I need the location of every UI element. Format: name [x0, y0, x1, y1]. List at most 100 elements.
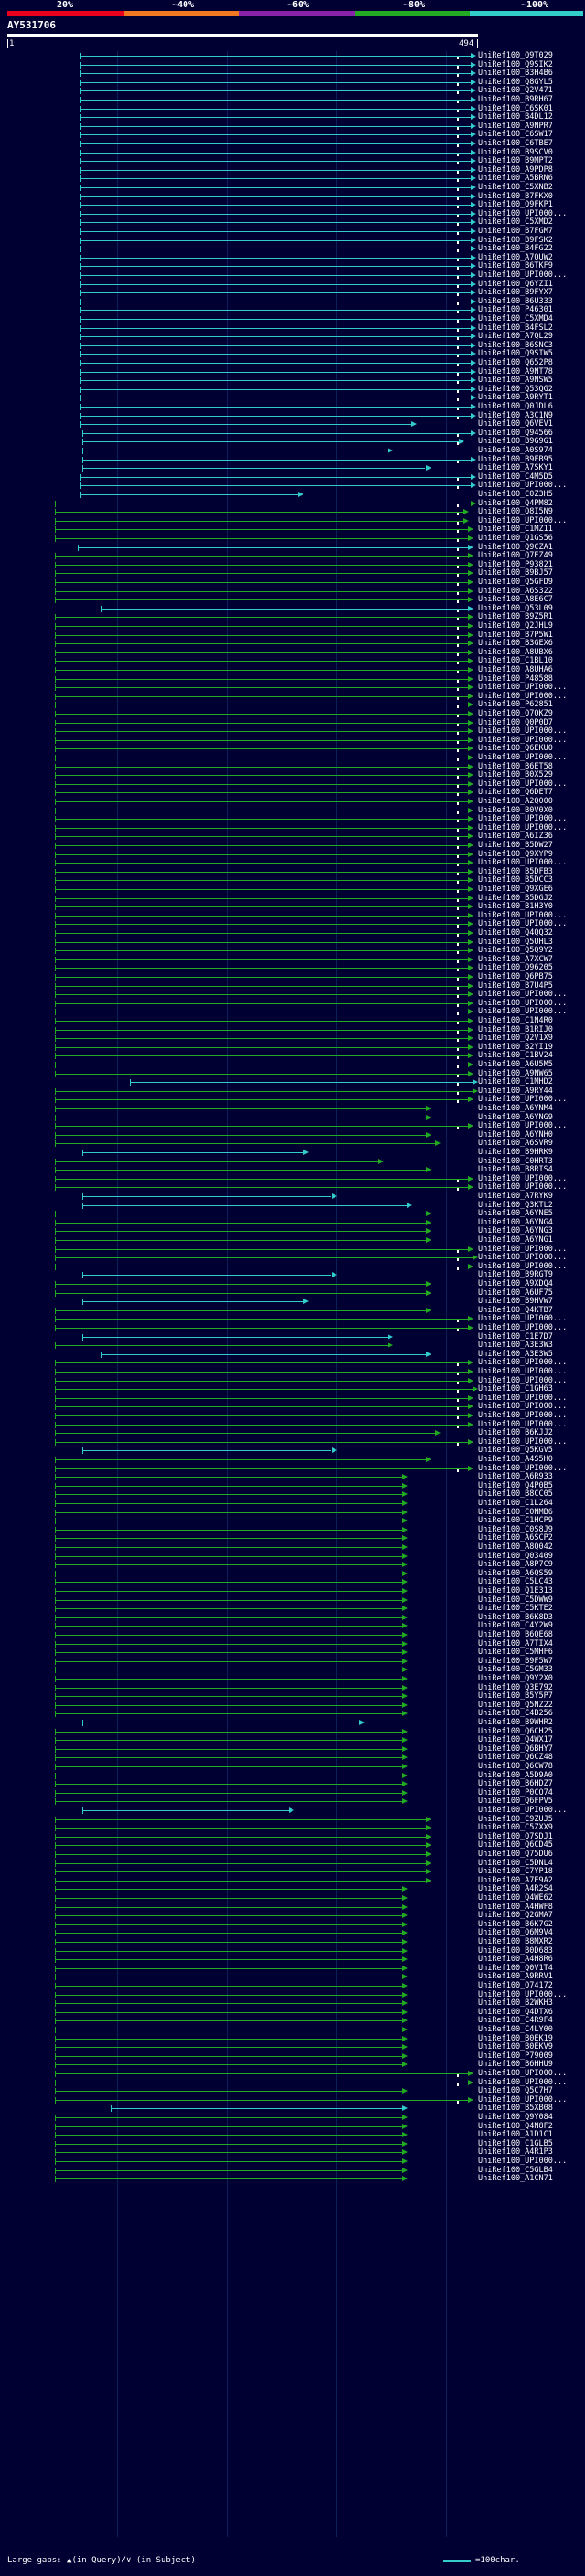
hit-name[interactable]: UniRef100_Q6FPV5	[478, 1797, 553, 1807]
hit-row[interactable]: UniRef100_B6SNC3	[0, 341, 585, 351]
hit-name[interactable]: UniRef100_Q4N8F2	[478, 2121, 553, 2131]
hit-row[interactable]: UniRef100_Q5C7H7	[0, 2086, 585, 2096]
hit-name[interactable]: UniRef100_A1D1C1	[478, 2130, 553, 2140]
hit-row[interactable]: UniRef100_A6YNG4	[0, 1218, 585, 1228]
hit-row[interactable]: UniRef100_UPI000...	[0, 814, 585, 824]
hit-name[interactable]: UniRef100_Q03409	[478, 1551, 553, 1561]
hit-name[interactable]: UniRef100_Q96205	[478, 963, 553, 973]
hit-name[interactable]: UniRef100_A6YNH0	[478, 1129, 553, 1140]
hit-name[interactable]: UniRef100_Q53L09	[478, 603, 553, 613]
hit-row[interactable]: UniRef100_B1RIJ0	[0, 1025, 585, 1035]
hit-name[interactable]: UniRef100_A7QL29	[478, 332, 553, 342]
hit-row[interactable]: UniRef100_B7FGM7	[0, 227, 585, 237]
hit-row[interactable]: UniRef100_C5MHF6	[0, 1648, 585, 1658]
hit-row[interactable]: UniRef100_UPI000...	[0, 1007, 585, 1017]
hit-name[interactable]: UniRef100_B4FSL2	[478, 323, 553, 333]
hit-row[interactable]: UniRef100_P93821	[0, 560, 585, 570]
hit-name[interactable]: UniRef100_UPI000...	[478, 1411, 568, 1420]
hit-name[interactable]: UniRef100_C5ZXX9	[478, 1823, 553, 1833]
hit-name[interactable]: UniRef100_B9FYX7	[478, 288, 553, 298]
hit-row[interactable]: UniRef100_B9RH67	[0, 95, 585, 105]
hit-name[interactable]: UniRef100_Q9Y2X0	[478, 1674, 553, 1683]
hit-row[interactable]: UniRef100_Q6CW78	[0, 1762, 585, 1772]
hit-name[interactable]: UniRef100_C9ZUJ5	[478, 1814, 553, 1824]
hit-row[interactable]: UniRef100_UPI000...	[0, 990, 585, 1000]
hit-row[interactable]: UniRef100_Q0JDL6	[0, 402, 585, 412]
hit-name[interactable]: UniRef100_Q5C7H7	[478, 2086, 553, 2096]
hit-name[interactable]: UniRef100_C1N4R0	[478, 1016, 553, 1025]
hit-row[interactable]: UniRef100_A6YNH0	[0, 1130, 585, 1140]
hit-name[interactable]: UniRef100_UPI000...	[478, 515, 568, 525]
hit-row[interactable]: UniRef100_Q94566	[0, 429, 585, 439]
hit-name[interactable]: UniRef100_Q6PB75	[478, 972, 553, 981]
hit-name[interactable]: UniRef100_B6TKF9	[478, 261, 553, 271]
hit-name[interactable]: UniRef100_A0S974	[478, 446, 553, 455]
hit-row[interactable]: UniRef100_Q4PM82	[0, 499, 585, 509]
hit-name[interactable]: UniRef100_B0X529	[478, 770, 553, 780]
hit-row[interactable]: UniRef100_B5XB08	[0, 2104, 585, 2114]
hit-name[interactable]: UniRef100_B5DW27	[478, 841, 553, 850]
hit-name[interactable]: UniRef100_B7FGM7	[478, 227, 553, 236]
hit-row[interactable]: UniRef100_A7TIX4	[0, 1639, 585, 1649]
hit-name[interactable]: UniRef100_P46301	[478, 305, 553, 315]
hit-name[interactable]: UniRef100_UPI000...	[478, 208, 568, 218]
hit-name[interactable]: UniRef100_Q7SDJ1	[478, 1831, 553, 1841]
hit-row[interactable]: UniRef100_A2Q000	[0, 797, 585, 807]
hit-name[interactable]: UniRef100_UPI000...	[478, 1323, 568, 1332]
hit-name[interactable]: UniRef100_B9FSK2	[478, 235, 553, 245]
hit-name[interactable]: UniRef100_B1H3Y0	[478, 902, 553, 912]
hit-row[interactable]: UniRef100_UPI000...	[0, 1245, 585, 1255]
hit-row[interactable]: UniRef100_Q6VEV1	[0, 419, 585, 429]
hit-name[interactable]: UniRef100_C0NMB6	[478, 1507, 553, 1517]
hit-name[interactable]: UniRef100_B2YI19	[478, 1042, 553, 1052]
hit-row[interactable]: UniRef100_C1MHD2	[0, 1077, 585, 1087]
hit-name[interactable]: UniRef100_Q4P0B5	[478, 1480, 553, 1490]
hit-name[interactable]: UniRef100_UPI000...	[478, 1367, 568, 1376]
hit-name[interactable]: UniRef100_B8RIS4	[478, 1165, 553, 1175]
hit-row[interactable]: UniRef100_UPI000...	[0, 911, 585, 921]
hit-name[interactable]: UniRef100_C1HCP9	[478, 1516, 553, 1526]
hit-row[interactable]: UniRef100_C5XMD2	[0, 217, 585, 228]
hit-name[interactable]: UniRef100_B5DFB3	[478, 866, 553, 876]
hit-name[interactable]: UniRef100_Q6VEV1	[478, 419, 553, 429]
hit-name[interactable]: UniRef100_B9Z5R1	[478, 612, 553, 622]
hit-row[interactable]: UniRef100_A6SVR9	[0, 1139, 585, 1149]
hit-name[interactable]: UniRef100_UPI000...	[478, 683, 568, 693]
hit-name[interactable]: UniRef100_P93821	[478, 559, 553, 569]
hit-row[interactable]: UniRef100_C5GM33	[0, 1665, 585, 1675]
hit-row[interactable]: UniRef100_UPI000...	[0, 481, 585, 491]
hit-name[interactable]: UniRef100_B5DGJ2	[478, 893, 553, 903]
hit-row[interactable]: UniRef100_C4R9F4	[0, 2016, 585, 2026]
hit-row[interactable]: UniRef100_A6YNG9	[0, 1113, 585, 1123]
hit-name[interactable]: UniRef100_A9RY44	[478, 1086, 553, 1096]
hit-row[interactable]: UniRef100_UPI000...	[0, 1394, 585, 1404]
hit-row[interactable]: UniRef100_Q6M9V4	[0, 1928, 585, 1938]
hit-row[interactable]: UniRef100_B1H3Y0	[0, 902, 585, 912]
hit-name[interactable]: UniRef100_P62851	[478, 700, 553, 710]
hit-name[interactable]: UniRef100_B5XB08	[478, 2104, 553, 2114]
hit-name[interactable]: UniRef100_A3E3W5	[478, 1349, 553, 1359]
hit-row[interactable]: UniRef100_B6HDZ7	[0, 1779, 585, 1789]
hit-name[interactable]: UniRef100_B7U4P5	[478, 981, 553, 991]
hit-row[interactable]: UniRef100_Q4WE62	[0, 1893, 585, 1903]
hit-name[interactable]: UniRef100_Q9T029	[478, 51, 553, 60]
hit-row[interactable]: UniRef100_C5GLB4	[0, 2166, 585, 2176]
hit-row[interactable]: UniRef100_UPI000...	[0, 1323, 585, 1333]
hit-row[interactable]: UniRef100_Q6YZI1	[0, 280, 585, 290]
hit-name[interactable]: UniRef100_C5GM33	[478, 1665, 553, 1675]
hit-row[interactable]: UniRef100_UPI000...	[0, 1376, 585, 1386]
hit-row[interactable]: UniRef100_C6TBE7	[0, 139, 585, 149]
hit-row[interactable]: UniRef100_B6QE68	[0, 1630, 585, 1640]
hit-name[interactable]: UniRef100_Q4WX17	[478, 1735, 553, 1745]
hit-name[interactable]: UniRef100_A5BRN6	[478, 174, 553, 184]
hit-name[interactable]: UniRef100_A6YNE5	[478, 1209, 553, 1219]
hit-row[interactable]: UniRef100_C0HRT3	[0, 1157, 585, 1167]
hit-row[interactable]: UniRef100_Q6CZ48	[0, 1753, 585, 1763]
hit-row[interactable]: UniRef100_A1CN71	[0, 2174, 585, 2184]
hit-row[interactable]: UniRef100_UPI000...	[0, 516, 585, 526]
hit-name[interactable]: UniRef100_C1GLB5	[478, 2138, 553, 2148]
hit-name[interactable]: UniRef100_B9BJ57	[478, 568, 553, 578]
hit-row[interactable]: UniRef100_Q5GFD9	[0, 578, 585, 588]
hit-name[interactable]: UniRef100_O74172	[478, 1981, 553, 1990]
hit-row[interactable]: UniRef100_C1MZ11	[0, 525, 585, 535]
